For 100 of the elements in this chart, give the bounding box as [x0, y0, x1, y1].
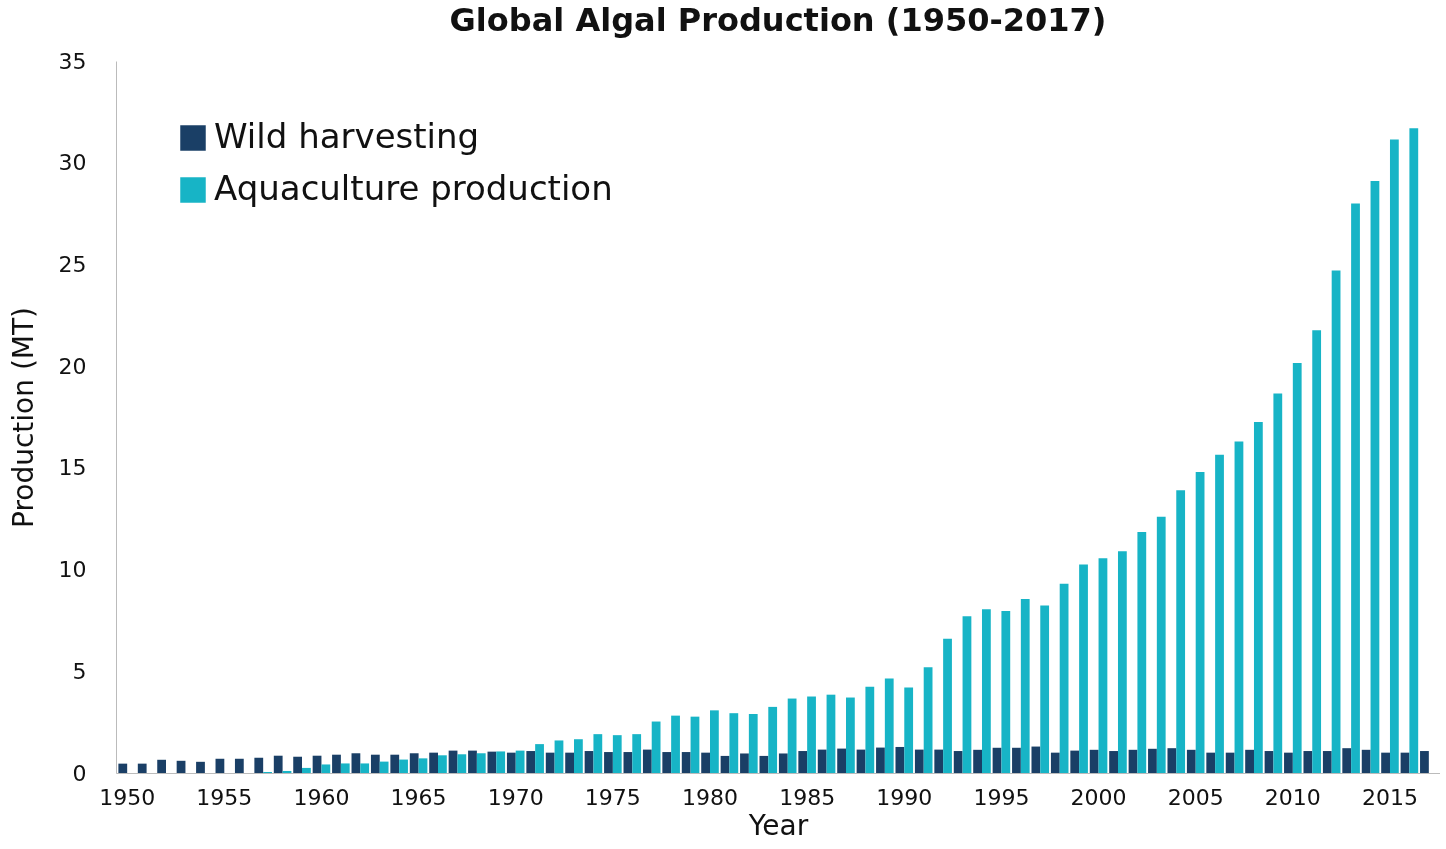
bar: [681, 752, 691, 773]
bar: [768, 706, 778, 773]
bar: [1361, 749, 1371, 773]
bar: [137, 763, 147, 773]
bar: [370, 754, 380, 773]
bar: [1098, 558, 1108, 773]
bar: [662, 752, 672, 773]
bar: [981, 609, 991, 773]
bar: [962, 616, 972, 773]
bar: [953, 751, 963, 773]
x-tick-label: 1985: [779, 784, 836, 810]
bar: [468, 750, 477, 773]
bar: [884, 678, 894, 773]
bar: [157, 759, 167, 773]
x-tick-label: 1995: [973, 784, 1030, 810]
bar: [1012, 747, 1021, 773]
bar: [234, 758, 244, 773]
bar: [1245, 749, 1254, 773]
bar: [1176, 490, 1186, 773]
bar: [1370, 181, 1380, 773]
bar: [409, 753, 419, 773]
bar: [992, 747, 1002, 773]
bar: [1195, 471, 1205, 773]
bar: [778, 753, 788, 773]
bar: [1089, 749, 1099, 773]
bar: [351, 753, 361, 773]
bar: [399, 759, 408, 773]
bar: [273, 755, 283, 773]
legend-label: Wild harvesting: [214, 116, 480, 156]
bar: [943, 638, 952, 773]
bar: [1273, 393, 1283, 773]
bar: [876, 747, 885, 773]
bar: [807, 696, 816, 773]
bar: [254, 757, 264, 773]
bar: [1031, 746, 1041, 773]
bar: [1148, 748, 1157, 773]
bar: [1079, 564, 1088, 773]
bar: [651, 721, 661, 773]
bar: [379, 761, 389, 773]
bar: [798, 751, 808, 773]
bar: [1020, 599, 1030, 773]
bar: [1137, 531, 1147, 773]
bar: [1128, 749, 1138, 773]
bar: [496, 751, 506, 773]
x-tick-label: 1970: [487, 784, 544, 810]
bar: [118, 763, 128, 773]
bar: [457, 754, 467, 773]
bar: [535, 744, 544, 773]
bar: [895, 746, 905, 773]
bar: [1303, 751, 1313, 773]
bar: [593, 734, 603, 773]
bar: [332, 754, 341, 773]
bar: [1381, 752, 1390, 773]
bar: [1206, 752, 1216, 773]
bar: [837, 748, 846, 773]
bar: [923, 667, 933, 773]
bar: [1264, 751, 1274, 773]
y-tick-label: 10: [58, 557, 87, 583]
x-tick-label: 1990: [876, 784, 933, 810]
bar: [1109, 751, 1118, 773]
bar: [1284, 752, 1293, 773]
bar: [554, 740, 564, 773]
bar: [1331, 270, 1341, 773]
bar: [526, 751, 536, 773]
bar: [642, 749, 652, 773]
bar: [196, 761, 205, 773]
bar: [729, 713, 739, 773]
bar: [390, 754, 400, 773]
y-tick-label: 30: [58, 150, 87, 176]
bar: [176, 760, 186, 773]
bar: [973, 749, 982, 773]
bar: [1409, 128, 1419, 773]
bar: [1215, 454, 1224, 773]
bar: [215, 758, 225, 773]
y-tick-label: 5: [72, 658, 87, 684]
bar: [1420, 751, 1429, 773]
bar: [438, 755, 447, 773]
x-tick-label: 1965: [390, 784, 447, 810]
bar: [1253, 422, 1263, 773]
bar: [759, 755, 769, 773]
x-tick-label: 1975: [584, 784, 641, 810]
bar: [846, 697, 855, 773]
bar: [1234, 441, 1244, 773]
bar: [574, 739, 583, 773]
bar: [302, 767, 311, 773]
x-tick-label: 2000: [1070, 784, 1127, 810]
bar: [1186, 749, 1196, 773]
bar: [934, 749, 944, 773]
bar: [748, 714, 758, 773]
bar: [1117, 551, 1127, 773]
bar: [701, 752, 710, 773]
bar: [1312, 330, 1322, 773]
bar: [1070, 750, 1080, 773]
bar: [360, 763, 370, 773]
bar: [1225, 752, 1235, 773]
bar: [515, 750, 525, 773]
bar: [914, 749, 924, 773]
bar: [545, 752, 555, 773]
bar: [904, 687, 914, 773]
y-tick-label: 35: [58, 48, 87, 74]
